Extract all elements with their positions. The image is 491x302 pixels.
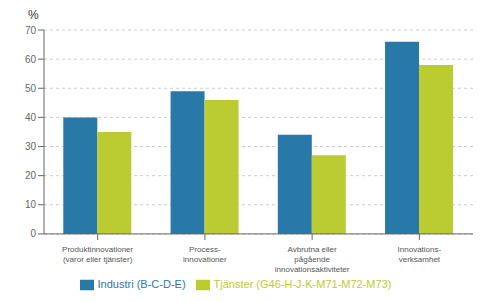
svg-text:50: 50 [25, 83, 37, 94]
html-text:Industri (B-C-D-E): Industri (B-C-D-E) [97, 277, 186, 290]
svg-text:30: 30 [25, 141, 37, 152]
svg-text:10: 10 [25, 199, 37, 210]
svg-text:Innovations-verksamhet: Innovations-verksamhet [398, 245, 442, 264]
html-text:Tjänster (G46-H-J-K-M71-M72-M7: Tjänster (G46-H-J-K-M71-M72-M73) [213, 277, 392, 290]
svg-text:70: 70 [25, 25, 37, 36]
svg-text:Avbrutna ellerpågåendeinnovati: Avbrutna ellerpågåendeinnovationsaktivit… [275, 245, 350, 274]
svg-text:40: 40 [25, 112, 37, 123]
svg-text:0: 0 [30, 228, 36, 239]
svg-text:60: 60 [25, 54, 37, 65]
svg-text:20: 20 [25, 170, 37, 181]
svg-text:Process-innovationer: Process-innovationer [183, 245, 227, 264]
svg-text:Produktinnovationer(varor elle: Produktinnovationer(varor eller tjänster… [62, 245, 133, 264]
